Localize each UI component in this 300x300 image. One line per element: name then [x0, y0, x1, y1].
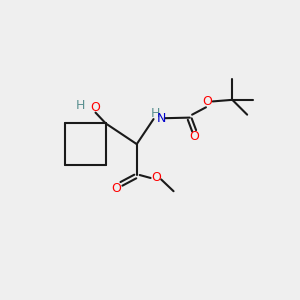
Text: O: O — [151, 172, 161, 184]
Text: O: O — [111, 182, 121, 195]
Text: O: O — [91, 101, 100, 114]
Text: O: O — [189, 130, 199, 143]
Text: O: O — [202, 95, 212, 108]
Text: H: H — [151, 107, 160, 120]
Text: N: N — [157, 112, 166, 125]
Text: H: H — [76, 99, 86, 112]
